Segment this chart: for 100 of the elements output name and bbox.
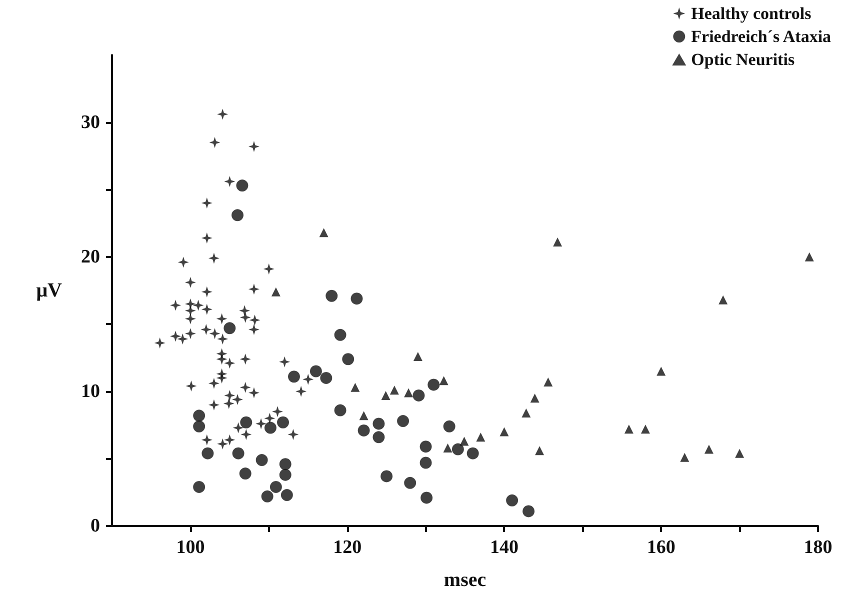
point: [420, 492, 433, 504]
legend-label: Healthy controls: [691, 4, 812, 23]
legend-label: Friedreich´s Ataxia: [691, 27, 832, 46]
point: [232, 209, 244, 222]
point: [208, 399, 220, 410]
point: [240, 354, 251, 365]
y-tick-label: 20: [81, 246, 100, 268]
point: [249, 314, 260, 326]
point: [192, 300, 204, 311]
point: [177, 333, 188, 344]
point: [154, 337, 166, 348]
point: [320, 372, 332, 384]
point: [279, 468, 292, 481]
point: [170, 300, 182, 311]
point: [270, 480, 282, 493]
point: [452, 443, 464, 456]
point: [202, 447, 214, 460]
point: [413, 352, 422, 361]
point: [184, 313, 196, 324]
point: [522, 408, 531, 418]
point: [288, 428, 299, 440]
point: [261, 490, 274, 502]
point: [239, 305, 250, 316]
point: [209, 136, 220, 148]
point: [380, 470, 393, 482]
point: [277, 416, 290, 428]
point: [184, 276, 196, 288]
point: [248, 141, 260, 152]
point: [217, 108, 228, 120]
point: [208, 378, 220, 389]
x-tick-label: 160: [646, 537, 676, 558]
point: [334, 328, 346, 341]
point: [248, 324, 260, 336]
point: [326, 290, 338, 302]
point: [193, 420, 206, 432]
point: [236, 180, 248, 192]
point: [460, 436, 469, 446]
point: [443, 443, 452, 452]
point: [208, 252, 220, 264]
point: [232, 394, 244, 406]
point: [232, 447, 244, 460]
point: [359, 411, 368, 420]
point: [372, 431, 385, 444]
point: [264, 412, 276, 424]
point: [535, 446, 544, 456]
point: [184, 328, 196, 340]
point: [201, 232, 212, 244]
point: [640, 424, 650, 434]
point: [439, 376, 448, 386]
point: [279, 356, 290, 368]
point: [248, 284, 260, 295]
x-tick-label: 140: [490, 537, 518, 558]
x-axis-title: msec: [444, 569, 486, 591]
y-tick-label: 0: [90, 516, 100, 536]
point: [296, 386, 307, 397]
point: [216, 372, 228, 384]
point: [680, 452, 690, 462]
point: [412, 389, 425, 402]
point: [553, 238, 562, 247]
point: [232, 422, 244, 434]
point: [209, 328, 220, 340]
point: [193, 480, 206, 493]
point: [240, 416, 252, 428]
point: [390, 386, 399, 395]
y-axis-title: μV: [36, 280, 63, 302]
point: [256, 454, 268, 466]
point: [216, 354, 228, 365]
point: [201, 198, 212, 209]
point: [201, 434, 212, 446]
point: [358, 424, 370, 436]
point: [302, 374, 314, 385]
point: [404, 388, 414, 398]
y-tick-label: 30: [81, 112, 100, 133]
point: [264, 422, 276, 434]
point: [224, 358, 236, 369]
point: [397, 415, 410, 428]
point: [342, 353, 354, 366]
point: [224, 322, 236, 334]
point: [350, 382, 360, 392]
point: [178, 256, 189, 268]
point: [735, 448, 744, 458]
point: [476, 432, 486, 442]
point: [272, 406, 284, 418]
point: [223, 398, 234, 410]
point: [334, 404, 346, 416]
point: [500, 427, 509, 436]
point: [184, 305, 196, 316]
point: [280, 489, 293, 502]
point: [240, 428, 252, 440]
x-tick-label: 100: [176, 537, 205, 558]
point: [443, 420, 456, 432]
point: [350, 292, 363, 305]
point: [217, 333, 228, 344]
x-tick-label: 120: [333, 537, 362, 558]
point: [224, 434, 236, 446]
y-tick-label: 10: [81, 380, 100, 402]
point: [279, 458, 292, 470]
point: [216, 313, 228, 324]
point: [201, 286, 212, 298]
point: [420, 456, 432, 469]
